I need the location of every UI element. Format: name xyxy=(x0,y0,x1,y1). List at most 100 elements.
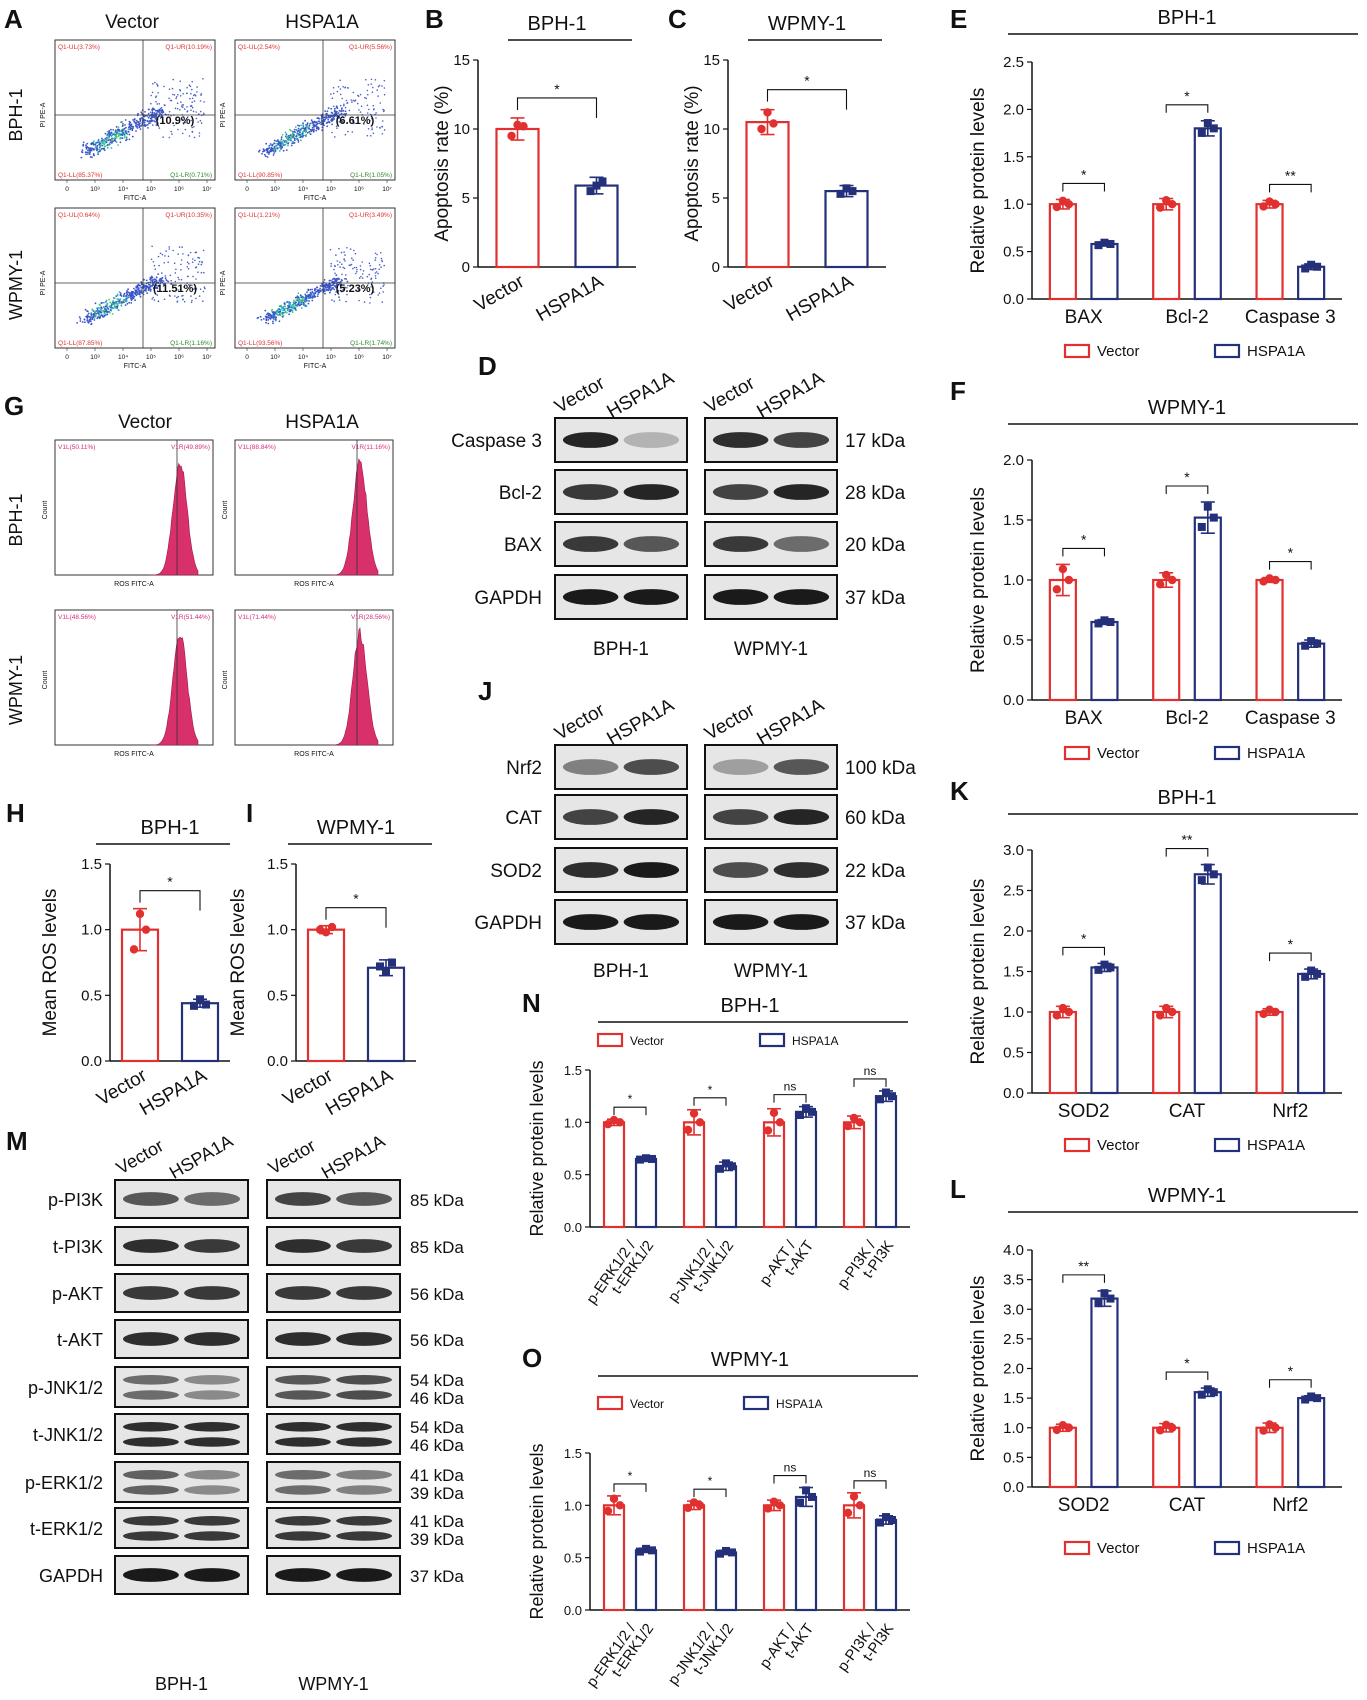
flow-event-dot xyxy=(309,132,311,135)
flow-event-dot xyxy=(118,300,121,303)
flow-event-dot xyxy=(200,93,203,95)
flow-event-dot xyxy=(188,84,191,87)
flow-event-dot xyxy=(366,112,369,114)
flow-event-dot xyxy=(94,313,97,316)
panel-label-n: N xyxy=(522,988,541,1018)
flow-event-dot xyxy=(81,321,84,323)
flow-event-dot xyxy=(143,121,146,124)
flow-event-dot xyxy=(346,280,349,283)
flow-event-dot xyxy=(176,296,178,299)
significance-mark: * xyxy=(628,1092,633,1106)
blot-protein-label: BAX xyxy=(504,535,542,556)
blot-band xyxy=(184,1470,241,1480)
flow-event-dot xyxy=(366,134,369,137)
flow-event-dot xyxy=(104,310,107,313)
flow-event-dot xyxy=(328,116,330,119)
flow-event-dot xyxy=(174,280,177,283)
flow-event-dot xyxy=(279,144,281,147)
bar xyxy=(842,1504,866,1612)
flow-event-dot xyxy=(344,260,346,262)
flow-event-dot xyxy=(143,115,146,118)
blot-protein-label: GAPDH xyxy=(474,913,542,934)
significance-bracket xyxy=(773,1474,807,1484)
flow-event-dot xyxy=(330,118,333,121)
flow-event-dot xyxy=(377,272,379,275)
data-point xyxy=(1197,128,1206,137)
flow-event-dot xyxy=(193,287,196,290)
flow-event-dot xyxy=(293,128,296,131)
flow-apoptosis-percent: (6.61%) xyxy=(336,115,375,127)
flow-event-dot xyxy=(337,264,339,266)
flow-event-dot xyxy=(323,124,325,127)
flow-event-dot xyxy=(369,302,371,304)
bar xyxy=(1152,1426,1181,1489)
data-point xyxy=(1209,870,1218,879)
flow-event-dot xyxy=(149,290,152,292)
flow-event-dot xyxy=(93,154,95,157)
data-point xyxy=(519,122,528,131)
flow-event-dot xyxy=(360,105,363,108)
flow-event-dot xyxy=(198,257,201,259)
flow-event-dot xyxy=(264,315,267,318)
blot-protein-label: SOD2 xyxy=(490,861,542,882)
flow-quadrant-lr: Q1-LR(1.05%) xyxy=(350,172,392,179)
legend-swatch-vector xyxy=(1063,1137,1091,1153)
flow-event-dot xyxy=(99,148,102,151)
flow-event-dot xyxy=(378,268,381,271)
flow-event-dot xyxy=(265,142,268,145)
flow-event-dot xyxy=(131,127,134,130)
flow-event-dot xyxy=(147,112,150,115)
data-point xyxy=(1100,616,1109,625)
flow-event-dot xyxy=(312,130,315,133)
data-point xyxy=(586,187,595,196)
blot-band xyxy=(562,484,619,500)
data-point xyxy=(190,1001,198,1010)
significance-mark: * xyxy=(1081,930,1087,946)
flow-event-dot xyxy=(314,124,317,127)
flow-event-dot xyxy=(115,135,118,138)
flow-event-dot xyxy=(299,301,302,304)
flow-event-dot xyxy=(370,277,373,280)
data-point xyxy=(1313,639,1322,648)
blot-band xyxy=(122,1516,179,1526)
flow-event-dot xyxy=(103,301,105,304)
blot-band xyxy=(184,1375,241,1385)
bar xyxy=(1152,1010,1181,1095)
flow-x-tick-label: 10⁶ xyxy=(174,186,184,193)
flow-event-dot xyxy=(101,147,103,150)
flow-event-dot xyxy=(265,321,267,324)
flow-event-dot xyxy=(122,128,124,131)
bar xyxy=(874,1095,898,1229)
flow-event-dot xyxy=(262,150,264,153)
flow-event-dot xyxy=(377,85,380,88)
flow-event-dot xyxy=(317,291,320,294)
flow-event-dot xyxy=(297,141,300,143)
flow-event-dot xyxy=(300,307,303,309)
flow-event-dot xyxy=(323,279,326,281)
blot-band xyxy=(274,1192,331,1206)
flow-event-dot xyxy=(338,296,340,298)
flow-event-dot xyxy=(195,266,198,268)
flow-event-dot xyxy=(158,280,161,282)
flow-event-dot xyxy=(189,251,192,254)
flow-event-dot xyxy=(188,135,191,137)
flow-event-dot xyxy=(287,305,289,307)
flow-event-dot xyxy=(107,134,109,137)
flow-event-dot xyxy=(336,120,339,123)
data-point xyxy=(763,1504,773,1513)
blot-band xyxy=(623,759,680,775)
flow-y-axis-label: PI PE-A xyxy=(220,270,227,295)
flow-event-dot xyxy=(268,144,271,147)
flow-event-dot xyxy=(94,146,97,149)
data-point xyxy=(1106,240,1115,249)
flow-event-dot xyxy=(369,296,372,299)
flow-event-dot xyxy=(111,313,114,315)
flow-x-tick-label: 10³ xyxy=(270,354,280,361)
flow-x-tick-label: 10³ xyxy=(90,354,100,361)
flow-event-dot xyxy=(382,108,384,111)
y-tick-label: 15 xyxy=(703,52,720,69)
flow-event-dot xyxy=(198,113,200,115)
chart-title: BPH-1 xyxy=(721,995,780,1017)
flow-apoptosis-percent: (10.9%) xyxy=(156,115,195,127)
